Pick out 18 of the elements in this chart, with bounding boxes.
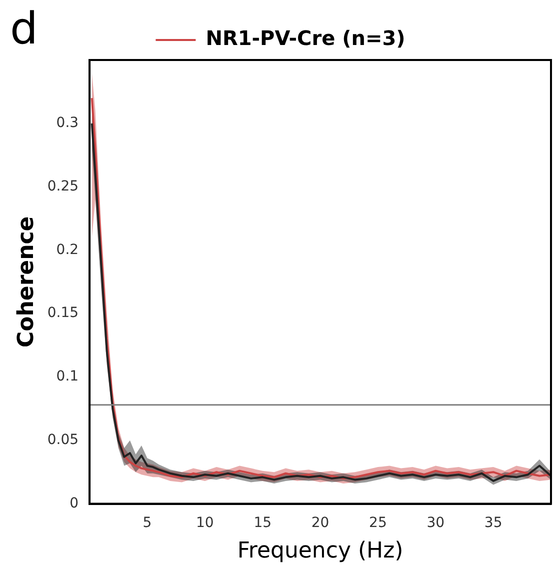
x-tick-label: 15 [254,514,272,531]
y-axis-title: Coherence [14,216,39,348]
x-tick-label: 30 [426,514,445,531]
y-tick-label: 0.05 [47,432,79,448]
y-tick-label: 0.25 [47,178,79,194]
text: d [10,3,38,54]
y-tick-label: 0.1 [56,368,79,385]
x-tick-label: 10 [196,514,214,531]
x-tick-label: 35 [484,514,502,531]
y-tick-label: 0.15 [47,305,79,322]
x-axis-title: Frequency (Hz) [237,538,404,564]
y-tick-label: 0 [70,495,79,512]
x-tick-label: 5 [142,514,152,531]
y-tick-label: 0.2 [56,242,79,258]
x-tick-label: 25 [369,514,387,531]
x-tick-label: 20 [311,514,330,531]
legend-label: NR1-PV-Cre (n=3) [206,26,406,50]
y-tick-label: 0.3 [56,115,79,132]
